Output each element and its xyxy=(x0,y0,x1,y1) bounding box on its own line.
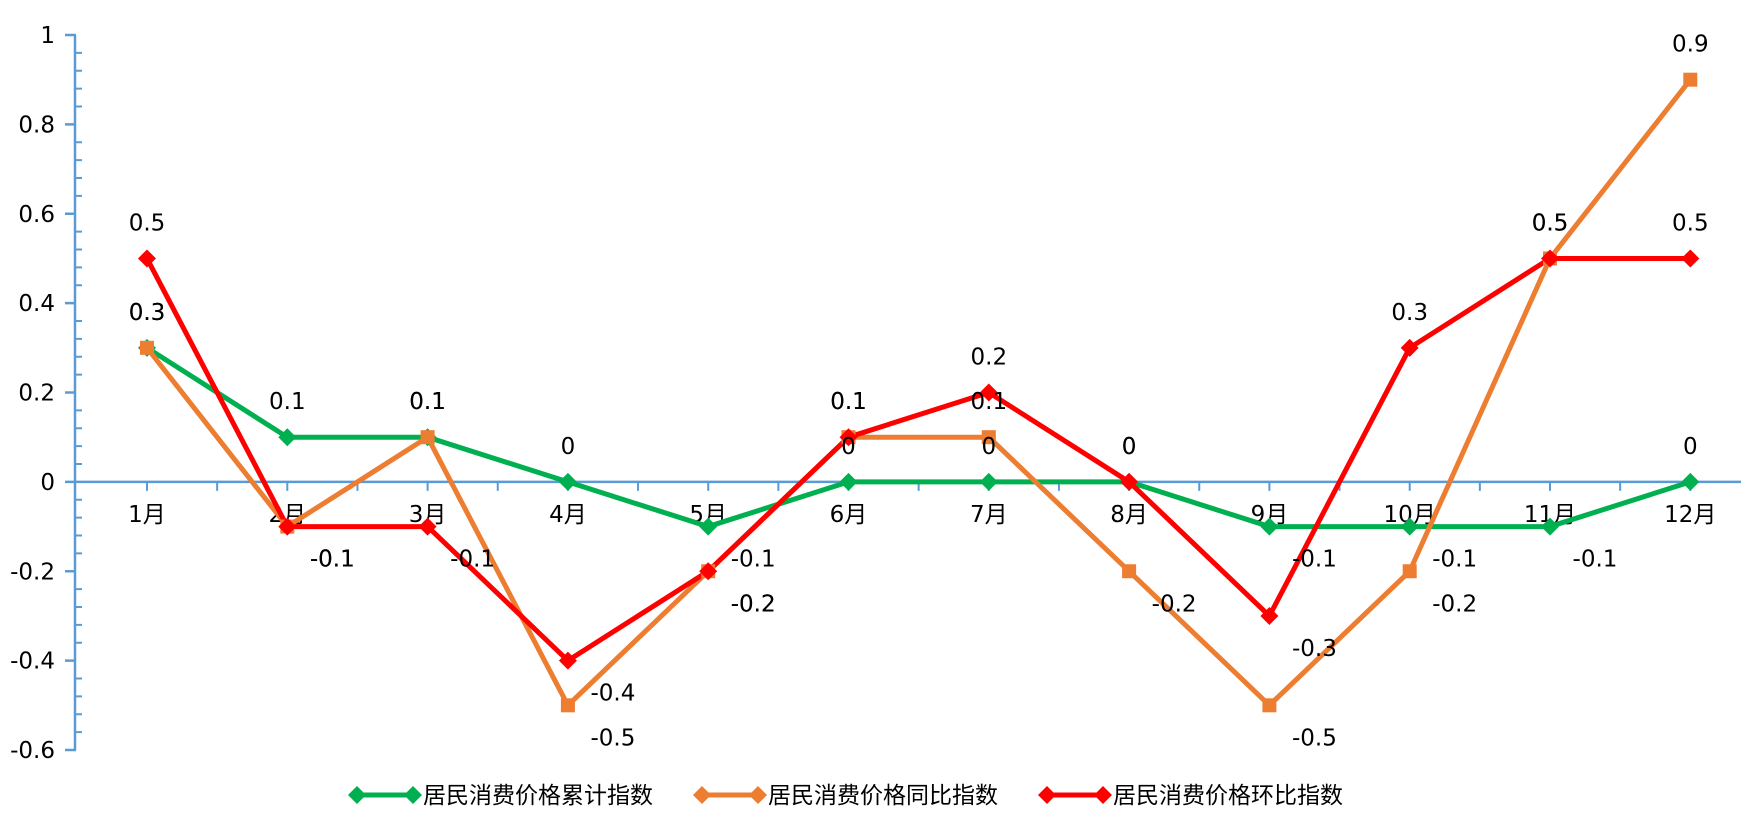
series-line-2 xyxy=(144,255,1693,664)
data-label: -0.3 xyxy=(1292,636,1337,662)
data-point-marker xyxy=(693,786,711,804)
data-point-marker xyxy=(418,517,437,536)
data-point-marker xyxy=(1400,517,1419,536)
data-label: -0.1 xyxy=(1432,547,1477,573)
data-point-marker xyxy=(1681,472,1700,491)
data-point-marker xyxy=(749,786,767,804)
data-point-marker xyxy=(981,430,996,445)
data-point-marker xyxy=(1400,338,1419,357)
data-label: 0 xyxy=(561,434,576,460)
data-point-marker xyxy=(1260,606,1279,625)
data-label: -0.2 xyxy=(1432,591,1477,617)
data-label: 0.1 xyxy=(971,389,1008,415)
data-label: 0 xyxy=(981,434,996,460)
data-label: 0 xyxy=(841,434,856,460)
data-label: -0.2 xyxy=(731,591,776,617)
y-tick-label: 0.6 xyxy=(18,202,55,228)
data-label: -0.1 xyxy=(731,547,776,573)
data-point-marker xyxy=(140,340,154,355)
data-point-marker xyxy=(1094,786,1112,804)
data-point-marker xyxy=(278,428,297,447)
data-label: -0.4 xyxy=(590,681,635,707)
data-point-marker xyxy=(278,517,297,536)
data-point-marker xyxy=(420,430,435,445)
legend-label: 居民消费价格环比指数 xyxy=(1113,783,1343,809)
series-line-1 xyxy=(144,77,1693,708)
data-point-marker xyxy=(839,472,858,491)
x-category-label: 1月 xyxy=(128,502,166,528)
data-label: 0.5 xyxy=(1532,210,1569,236)
y-tick-label: -0.4 xyxy=(10,649,55,675)
data-point-marker xyxy=(1402,564,1417,579)
data-label: -0.2 xyxy=(1152,591,1197,617)
x-category-label: 12月 xyxy=(1664,502,1716,528)
data-label: 0.3 xyxy=(129,300,166,326)
data-point-marker xyxy=(348,786,366,804)
data-point-marker xyxy=(138,249,156,268)
data-point-marker xyxy=(558,651,577,670)
data-point-marker xyxy=(1683,72,1698,87)
y-tick-label: 1 xyxy=(40,23,55,49)
legend: 居民消费价格累计指数 居民消费价格同比指数 居民消费价格环比指数 xyxy=(348,783,1343,809)
x-category-label: 4月 xyxy=(549,502,587,528)
data-point-marker xyxy=(839,428,858,447)
data-label: -0.2 xyxy=(731,591,776,617)
data-label: 0.1 xyxy=(830,389,867,415)
y-tick-label: 0.4 xyxy=(18,291,55,317)
data-label: -0.5 xyxy=(590,725,635,751)
x-category-label: 7月 xyxy=(970,502,1008,528)
data-label: 0 xyxy=(1683,434,1698,460)
x-category-label: 6月 xyxy=(830,502,868,528)
data-label: 0.5 xyxy=(129,210,166,236)
data-point-marker xyxy=(979,383,998,402)
data-label: 0 xyxy=(1122,434,1137,460)
series-lines xyxy=(138,72,1700,713)
data-point-marker xyxy=(1122,564,1137,579)
data-label: -0.1 xyxy=(450,547,495,573)
data-label: 0.1 xyxy=(269,389,306,415)
series-line-0 xyxy=(144,345,1693,530)
data-point-marker xyxy=(699,562,718,581)
data-point-marker xyxy=(1681,249,1700,268)
y-tick-label: 0 xyxy=(40,470,55,496)
data-point-marker xyxy=(1541,249,1559,268)
data-label: -0.1 xyxy=(310,547,355,573)
data-label: 0.5 xyxy=(1532,210,1569,236)
y-tick-label: 0.2 xyxy=(18,381,55,407)
data-label: -0.5 xyxy=(1292,725,1337,751)
data-label: 0.3 xyxy=(129,300,166,326)
y-tick-label: 0.8 xyxy=(18,112,55,138)
data-labels: 0.3 0.1 0.1 0 -0.1 0 0 0 -0.1 -0.1 -0.1 0 0.3 -0.1 0.1… xyxy=(129,32,1709,752)
data-label: 0.1 xyxy=(830,389,867,415)
data-label: -0.1 xyxy=(310,547,355,573)
data-label: 0.2 xyxy=(971,345,1008,371)
data-point-marker xyxy=(1120,472,1139,491)
data-label: 0 xyxy=(1122,434,1137,460)
data-point-marker xyxy=(560,698,575,713)
data-point-marker xyxy=(1262,698,1277,713)
data-point-marker xyxy=(1260,517,1279,536)
x-category-label: 8月 xyxy=(1110,502,1148,528)
data-point-marker xyxy=(1541,517,1559,536)
legend-label: 居民消费价格累计指数 xyxy=(423,783,653,809)
data-label: 0.3 xyxy=(1391,300,1428,326)
data-label: 0.1 xyxy=(409,389,446,415)
data-label: -0.1 xyxy=(1573,547,1618,573)
data-point-marker xyxy=(404,786,422,804)
legend-label: 居民消费价格同比指数 xyxy=(768,783,998,809)
data-point-marker xyxy=(558,472,577,491)
data-label: 0.9 xyxy=(1672,32,1709,58)
y-tick-label: -0.2 xyxy=(10,559,55,585)
data-label: 0.5 xyxy=(1672,210,1709,236)
data-point-marker xyxy=(979,472,998,491)
data-label: -0.1 xyxy=(1292,547,1337,573)
y-tick-label: -0.6 xyxy=(10,738,55,764)
data-point-marker xyxy=(1038,786,1056,804)
data-label: 0.1 xyxy=(409,389,446,415)
data-point-marker xyxy=(699,517,718,536)
